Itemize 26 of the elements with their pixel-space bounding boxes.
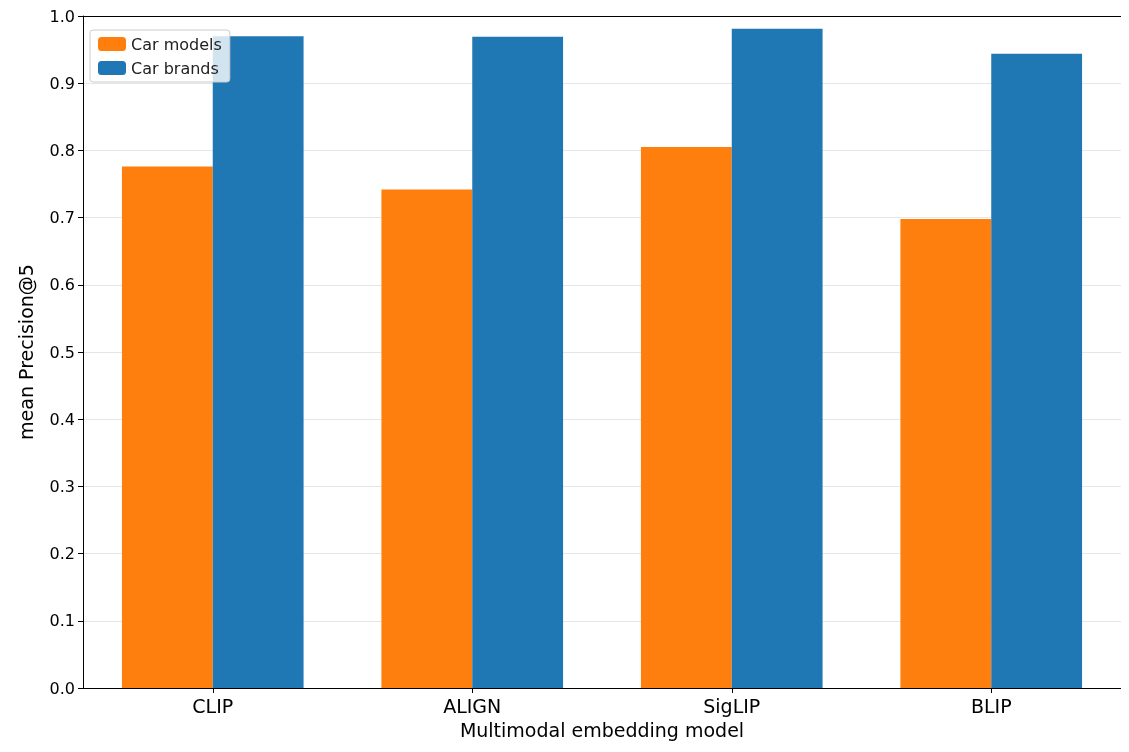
bar [121,166,213,688]
x-tick-label: BLIP [970,694,1012,717]
legend-label: Car models [131,34,222,54]
y-tick-label: 0.5 [49,342,75,362]
y-tick-label: 0.8 [49,140,75,160]
bar [900,218,992,688]
y-tick-label: 0.3 [49,476,75,496]
y-tick-label: 1.0 [49,6,75,26]
bar [991,53,1083,688]
x-tick-label: CLIP [192,694,234,717]
bar [731,28,823,688]
y-tick-label: 0.7 [49,208,75,228]
bar [472,36,564,688]
bar [381,189,473,688]
x-tick-label: SigLIP [703,694,761,717]
y-tick-label: 0.2 [49,544,75,564]
y-tick-label: 0.0 [49,678,75,698]
bar [640,147,732,688]
y-tick-label: 0.1 [49,611,75,631]
y-axis-title: mean Precision@5 [14,264,37,440]
x-tick-label: ALIGN [443,694,502,717]
x-axis-title: Multimodal embedding model [459,718,745,741]
y-tick-label: 0.9 [49,73,75,93]
legend-label: Car brands [131,58,219,78]
y-tick-label: 0.4 [49,409,75,429]
y-tick-label: 0.6 [49,275,75,295]
